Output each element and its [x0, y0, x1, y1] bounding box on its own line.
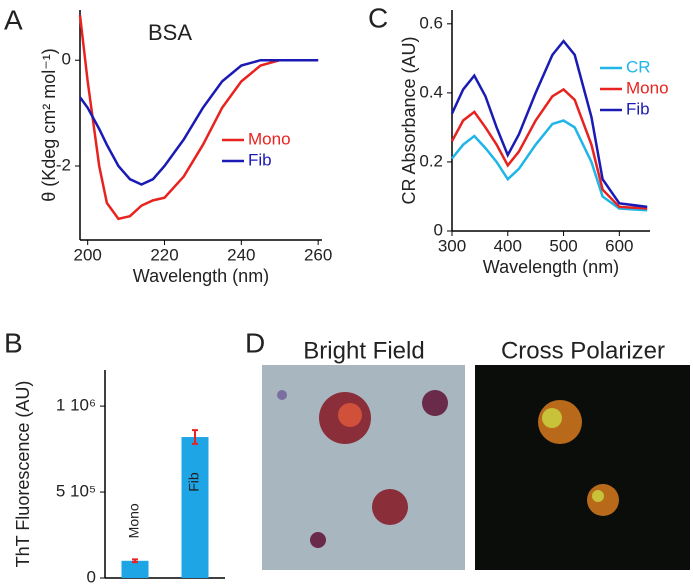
legend-label: CR	[626, 57, 651, 76]
x-tick-label: 260	[304, 245, 332, 264]
y-tick-label: 0	[87, 567, 96, 584]
data-line	[450, 87, 648, 210]
x-tick-label: 600	[605, 236, 633, 255]
particle	[422, 390, 448, 416]
y-axis-label: CR Absorbance (AU)	[399, 36, 419, 204]
legend-label: Mono	[626, 78, 669, 97]
x-axis-label: Wavelength (nm)	[483, 257, 619, 277]
y-tick-label: 0	[62, 50, 71, 69]
y-tick-label: -2	[56, 155, 71, 174]
legend-label: Fib	[626, 99, 650, 118]
y-tick-label: 5 10⁵	[56, 482, 96, 501]
y-axis-label: ThT Fluorescence (AU)	[13, 381, 33, 568]
x-tick-label: 300	[438, 236, 466, 255]
data-line	[78, 58, 319, 186]
bar	[121, 560, 149, 578]
particle	[542, 408, 562, 428]
particle	[587, 484, 619, 516]
y-tick-label: 0	[434, 220, 443, 239]
panel-label: B	[4, 327, 23, 358]
error-bar	[132, 558, 138, 564]
panel-label: D	[245, 327, 265, 358]
chart-title: BSA	[148, 20, 192, 45]
x-tick-label: 220	[150, 245, 178, 264]
particle	[592, 490, 604, 502]
x-tick-label: 240	[227, 245, 255, 264]
y-tick-label: 0.2	[419, 151, 443, 170]
particle	[372, 489, 408, 525]
x-tick-label: 500	[549, 236, 577, 255]
particle	[310, 532, 326, 548]
bar	[181, 437, 209, 578]
y-tick-label: 0.6	[419, 13, 443, 32]
particle	[277, 390, 287, 400]
image-title: Bright Field	[303, 337, 424, 364]
y-tick-label: 1 10⁶	[56, 396, 96, 415]
panel-label: A	[4, 4, 23, 35]
y-axis-label: θ (Kdeg cm² mol⁻¹)	[39, 48, 59, 202]
y-tick-label: 0.4	[419, 82, 443, 101]
error-bar	[192, 429, 198, 445]
category-label: Mono	[126, 503, 142, 538]
category-label: Fib	[186, 472, 202, 492]
data-line	[450, 39, 648, 209]
micrograph-images	[262, 365, 690, 570]
data-line	[451, 119, 648, 212]
data-line	[78, 15, 319, 221]
legend-label: Fib	[248, 150, 272, 169]
particle	[338, 403, 362, 427]
x-tick-label: 400	[494, 236, 522, 255]
cross-polarizer-image	[475, 365, 690, 570]
x-axis-label: Wavelength (nm)	[133, 266, 269, 286]
legend-label: Mono	[248, 129, 291, 148]
image-title: Cross Polarizer	[501, 337, 665, 364]
panel-label: C	[368, 2, 388, 33]
x-tick-label: 200	[73, 245, 101, 264]
